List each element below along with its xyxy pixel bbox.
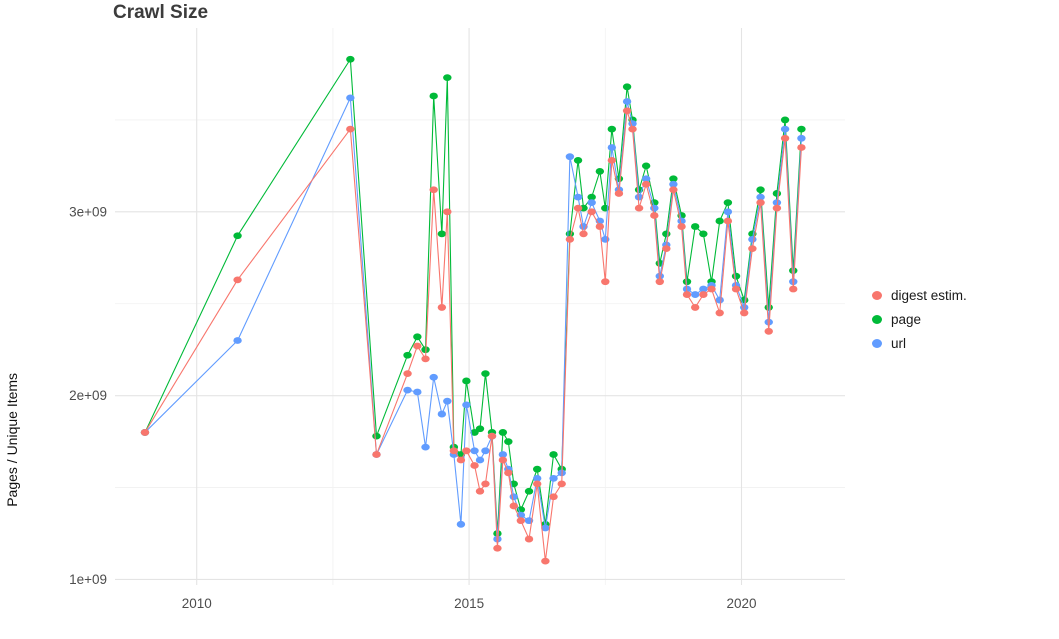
svg-text:2e+09: 2e+09: [69, 388, 107, 403]
legend-label-digest: digest estim.: [891, 288, 967, 303]
svg-text:2015: 2015: [454, 596, 484, 611]
legend-marker-digest-icon: [872, 291, 882, 300]
legend-label-page: page: [891, 312, 922, 327]
legend-item-digest-estim: digest estim.: [872, 288, 967, 303]
minor-gridlines: [115, 28, 845, 585]
major-gridlines: [115, 28, 845, 585]
svg-text:3e+09: 3e+09: [69, 204, 107, 219]
legend-label-url: url: [891, 336, 907, 351]
legend-item-url: url: [872, 336, 967, 351]
svg-text:2020: 2020: [726, 596, 756, 611]
legend-marker-page-icon: [872, 315, 882, 324]
x-axis-tick-labels: 2010 2015 2020: [182, 596, 757, 611]
svg-text:2010: 2010: [182, 596, 212, 611]
svg-text:1e+09: 1e+09: [69, 572, 107, 587]
legend-item-page: page: [872, 312, 967, 327]
legend-marker-url-icon: [872, 339, 882, 348]
y-axis-tick-labels: 1e+09 2e+09 3e+09: [69, 204, 107, 587]
series-digest-estim-: [140, 107, 806, 565]
chart-title: Crawl Size: [113, 2, 209, 23]
legend: digest estim. page url: [872, 288, 967, 351]
series-url: [140, 94, 806, 543]
y-axis-title: Pages / Unique Items: [4, 372, 20, 507]
